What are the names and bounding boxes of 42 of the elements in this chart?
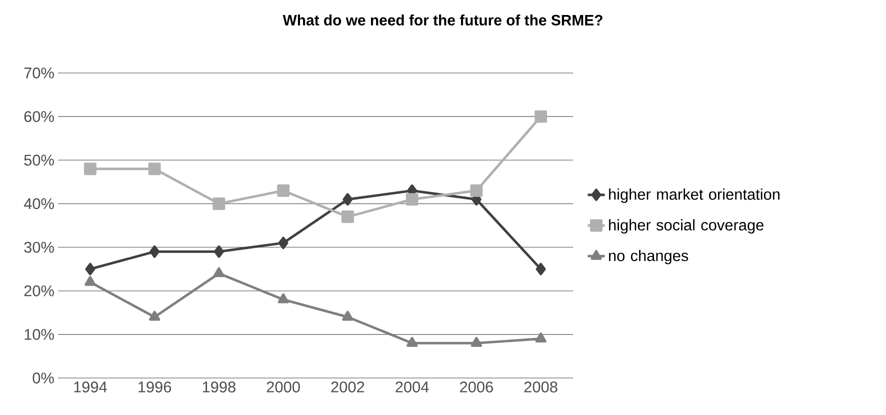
point [341,210,354,224]
point [278,293,289,304]
point [85,262,96,276]
point [536,262,546,276]
point [212,197,226,210]
x-tick-label: 2008 [524,382,558,392]
point [214,245,224,258]
x-tick-label: 2004 [396,382,429,392]
point [84,162,96,176]
point [342,193,353,206]
legend-label: no changes [609,250,688,264]
x-tick-label: 1994 [74,382,107,392]
y-tick-label: 20% [24,285,54,296]
y-tick-label: 70% [24,68,54,78]
y-tick-label: 0% [32,372,54,384]
chart-title: What do we need for the future of the SRME? [282,14,602,26]
point [470,336,482,347]
y-tick-label: 40% [24,198,54,210]
point [84,276,96,286]
point [150,245,160,258]
point [278,236,288,250]
y-tick-label: 50% [24,154,54,166]
point [213,267,224,278]
point [277,184,290,197]
x-tick-label: 2006 [460,382,493,392]
point [148,162,161,176]
x-tick-label: 2002 [331,382,364,392]
y-tick-label: 10% [24,328,54,340]
x-tick-label: 1996 [138,382,172,392]
legend-label: higher market orientation [609,188,780,203]
legend-label: higher social coverage [609,219,764,234]
point [342,310,354,321]
point [534,110,548,123]
y-tick-label: 60% [24,111,54,122]
y-tick-label: 30% [24,242,54,253]
point [406,336,418,347]
x-tick-label: 1998 [202,382,236,392]
point [470,184,483,197]
point [535,332,546,343]
point [406,193,418,206]
x-tick-label: 2000 [266,382,300,392]
point [149,310,160,321]
